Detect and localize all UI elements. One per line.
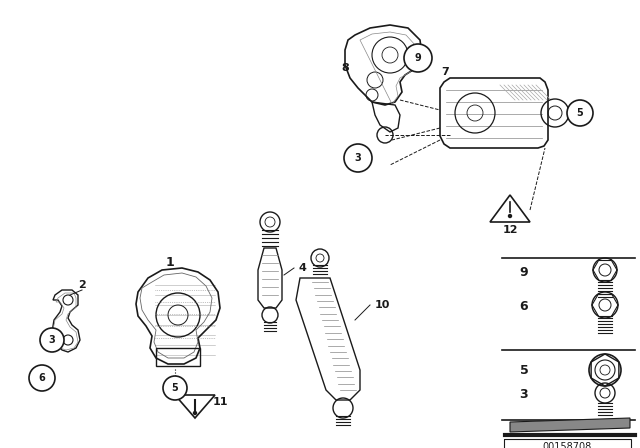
Text: 5: 5 bbox=[577, 108, 584, 118]
Text: 8: 8 bbox=[341, 63, 349, 73]
Circle shape bbox=[404, 44, 432, 72]
Text: 10: 10 bbox=[374, 300, 390, 310]
Text: 4: 4 bbox=[298, 263, 306, 273]
Text: 9: 9 bbox=[520, 266, 528, 279]
Circle shape bbox=[509, 215, 511, 217]
Circle shape bbox=[40, 328, 64, 352]
Circle shape bbox=[29, 365, 55, 391]
Text: 5: 5 bbox=[172, 383, 179, 393]
Text: 7: 7 bbox=[441, 67, 449, 77]
Circle shape bbox=[344, 144, 372, 172]
Circle shape bbox=[163, 376, 187, 400]
Text: 9: 9 bbox=[415, 53, 421, 63]
Circle shape bbox=[193, 412, 196, 414]
Text: 12: 12 bbox=[502, 225, 518, 235]
Polygon shape bbox=[510, 418, 630, 432]
Text: 2: 2 bbox=[78, 280, 86, 290]
Text: 6: 6 bbox=[520, 301, 528, 314]
Text: 3: 3 bbox=[520, 388, 528, 401]
Text: 3: 3 bbox=[355, 153, 362, 163]
Text: 6: 6 bbox=[38, 373, 45, 383]
Circle shape bbox=[567, 100, 593, 126]
Text: 3: 3 bbox=[49, 335, 56, 345]
Text: 11: 11 bbox=[212, 397, 228, 407]
Text: 00158708: 00158708 bbox=[542, 442, 591, 448]
Text: 1: 1 bbox=[166, 255, 174, 268]
Text: 5: 5 bbox=[520, 363, 529, 376]
